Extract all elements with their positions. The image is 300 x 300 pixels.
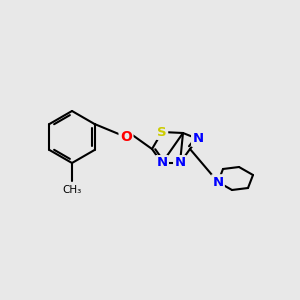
Text: N: N xyxy=(192,133,204,146)
Text: N: N xyxy=(174,157,186,169)
Text: N: N xyxy=(156,157,168,169)
Text: N: N xyxy=(156,157,168,169)
Text: N: N xyxy=(174,157,186,169)
Text: N: N xyxy=(192,133,204,146)
Text: N: N xyxy=(212,176,224,188)
Text: S: S xyxy=(157,125,167,139)
Text: CH₃: CH₃ xyxy=(62,185,82,195)
Text: S: S xyxy=(157,125,167,139)
Text: O: O xyxy=(120,130,132,144)
Text: O: O xyxy=(120,130,132,144)
